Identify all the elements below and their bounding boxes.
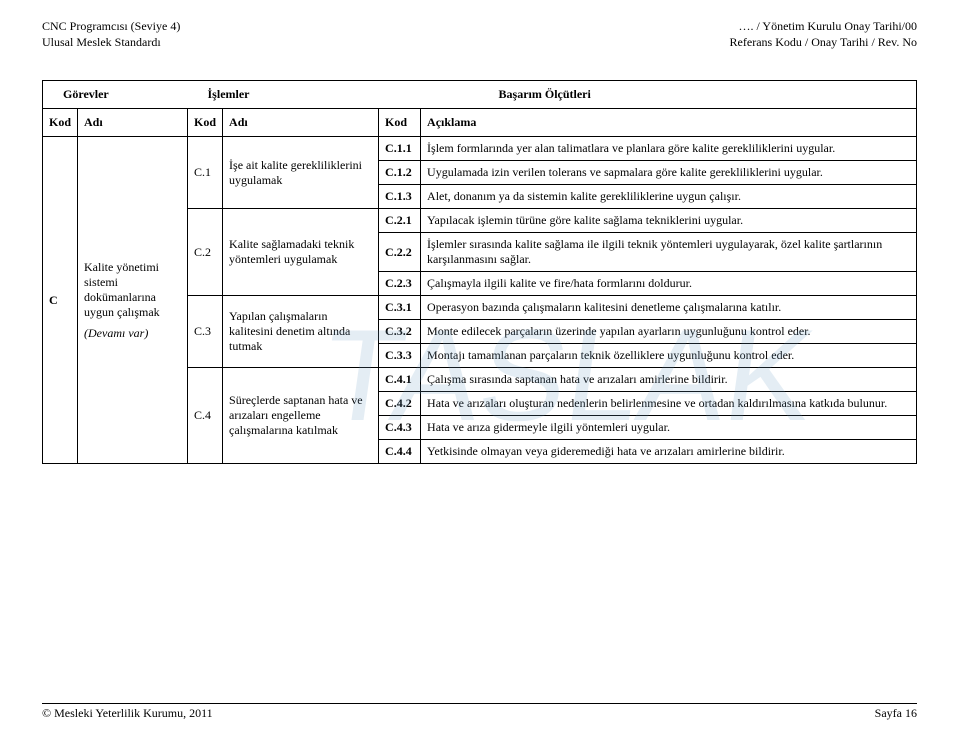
olcut-text: Montajı tamamlanan parçaların teknik öze… (421, 344, 917, 368)
standards-table: Görevler İşlemler Başarım Ölçütleri Kod … (42, 80, 917, 464)
olcut-text: Uygulamada izin verilen tolerans ve sapm… (421, 161, 917, 185)
olcut-kod: C.3.1 (379, 296, 421, 320)
col-adi1: Adı (78, 109, 188, 137)
olcut-kod: C.2.3 (379, 272, 421, 296)
olcut-kod: C.1.2 (379, 161, 421, 185)
olcut-text: Yetkisinde olmayan veya gideremediği hat… (421, 440, 917, 464)
olcut-kod: C.2.1 (379, 209, 421, 233)
olcut-kod: C.4.2 (379, 392, 421, 416)
gorev-adi-text: Kalite yönetimi sistemi dokümanlarına uy… (84, 260, 181, 320)
olcut-kod: C.4.3 (379, 416, 421, 440)
gorev-devami: (Devamı var) (84, 326, 181, 341)
olcut-text: İşlem formlarında yer alan talimatlara v… (421, 137, 917, 161)
islem-adi: İşe ait kalite gerekliliklerini uygulama… (223, 137, 379, 209)
olcut-kod: C.4.1 (379, 368, 421, 392)
olcut-text: Yapılacak işlemin türüne göre kalite sağ… (421, 209, 917, 233)
col-kod2: Kod (188, 109, 223, 137)
header-right-line2: Referans Kodu / Onay Tarihi / Rev. No (730, 34, 917, 50)
col-adi2: Adı (223, 109, 379, 137)
header-left-line2: Ulusal Meslek Standardı (42, 34, 180, 50)
gorev-adi: Kalite yönetimi sistemi dokümanlarına uy… (78, 137, 188, 464)
gorev-kod: C (43, 137, 78, 464)
olcut-text: Alet, donanım ya da sistemin kalite gere… (421, 185, 917, 209)
islem-adi: Yapılan çalışmaların kalitesini denetim … (223, 296, 379, 368)
header-right: …. / Yönetim Kurulu Onay Tarihi/00 Refer… (730, 18, 917, 50)
col-group-basarim: Başarım Ölçütleri (379, 81, 917, 109)
col-kod3: Kod (379, 109, 421, 137)
islem-kod: C.2 (188, 209, 223, 296)
islem-adi: Kalite sağlamadaki teknik yöntemleri uyg… (223, 209, 379, 296)
gorev-kod-text: C (49, 293, 58, 307)
olcut-kod: C.2.2 (379, 233, 421, 272)
col-group-gorevler: Görevler (43, 81, 188, 109)
olcut-text: Hata ve arıza gidermeyle ilgili yöntemle… (421, 416, 917, 440)
islem-adi: Süreçlerde saptanan hata ve arızaları en… (223, 368, 379, 464)
olcut-text: Çalışmayla ilgili kalite ve fire/hata fo… (421, 272, 917, 296)
header-left: CNC Programcısı (Seviye 4) Ulusal Meslek… (42, 18, 180, 50)
islem-kod: C.3 (188, 296, 223, 368)
page-header: CNC Programcısı (Seviye 4) Ulusal Meslek… (42, 18, 917, 50)
olcut-kod: C.1.3 (379, 185, 421, 209)
col-kod1: Kod (43, 109, 78, 137)
page-footer: © Mesleki Yeterlilik Kurumu, 2011 Sayfa … (42, 703, 917, 721)
table-header-row: Kod Adı Kod Adı Kod Açıklama (43, 109, 917, 137)
footer-left: © Mesleki Yeterlilik Kurumu, 2011 (42, 706, 213, 721)
olcut-text: Çalışma sırasında saptanan hata ve arıza… (421, 368, 917, 392)
islem-kod: C.4 (188, 368, 223, 464)
olcut-text: Monte edilecek parçaların üzerinde yapıl… (421, 320, 917, 344)
table-row: C Kalite yönetimi sistemi dokümanlarına … (43, 137, 917, 161)
olcut-kod: C.3.3 (379, 344, 421, 368)
footer-right: Sayfa 16 (875, 706, 917, 721)
olcut-text: Hata ve arızaları oluşturan nedenlerin b… (421, 392, 917, 416)
header-left-line1: CNC Programcısı (Seviye 4) (42, 18, 180, 34)
olcut-text: Operasyon bazında çalışmaların kalitesin… (421, 296, 917, 320)
header-right-line1: …. / Yönetim Kurulu Onay Tarihi/00 (730, 18, 917, 34)
col-aciklama: Açıklama (421, 109, 917, 137)
table-group-header-row: Görevler İşlemler Başarım Ölçütleri (43, 81, 917, 109)
olcut-text: İşlemler sırasında kalite sağlama ile il… (421, 233, 917, 272)
col-group-islemler: İşlemler (188, 81, 379, 109)
olcut-kod: C.1.1 (379, 137, 421, 161)
islem-kod: C.1 (188, 137, 223, 209)
olcut-kod: C.4.4 (379, 440, 421, 464)
olcut-kod: C.3.2 (379, 320, 421, 344)
